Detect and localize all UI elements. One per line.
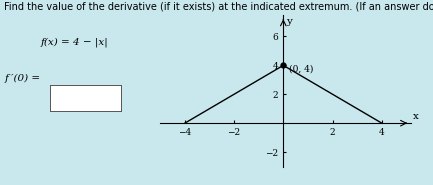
Text: (0, 4): (0, 4) <box>290 65 314 74</box>
Text: f ′(0) =: f ′(0) = <box>4 74 40 83</box>
Text: Find the value of the derivative (if it exists) at the indicated extremum. (If a: Find the value of the derivative (if it … <box>4 2 433 12</box>
Text: x: x <box>413 112 418 121</box>
Text: y: y <box>286 17 292 26</box>
Text: f(x) = 4 − |x|: f(x) = 4 − |x| <box>41 37 109 47</box>
